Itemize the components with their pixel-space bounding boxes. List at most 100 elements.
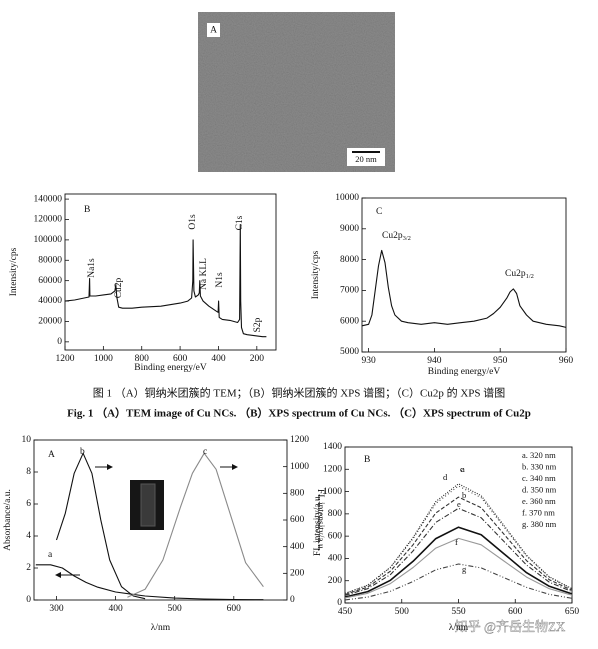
y2-axis-label: FL intensity/a.u. [315, 489, 325, 551]
annotation-text: Na1s [87, 258, 97, 278]
annotation: Na KLL [199, 258, 209, 290]
y-tick-label: 200 [328, 576, 343, 586]
panel-label: C [376, 207, 382, 217]
annotation-sub: 1/2 [526, 273, 534, 280]
x-tick-label: 1200 [56, 354, 75, 364]
curve-label: e [457, 499, 461, 509]
y-tick-label: 120000 [34, 215, 63, 225]
annotation-text: C1s [235, 215, 245, 230]
series-line [127, 452, 264, 598]
x-axis-label: Binding energy/eV [428, 367, 501, 377]
curve-label: c [203, 447, 207, 457]
curve-label: b [462, 490, 466, 500]
annotation-sub: 3/2 [403, 235, 411, 242]
chart: 300 400 500 600 0 2 4 6 8 10 0 200 400 600 800 1000 1200… [3, 435, 325, 633]
annotation: Na1s [87, 258, 97, 278]
x-tick-label: 1000 [94, 354, 113, 364]
legend-entry: e. 360 nm [522, 496, 556, 506]
curve-label: g [462, 564, 467, 574]
curve-label: a [461, 464, 465, 474]
panel-label: B [364, 455, 370, 465]
watermark: 知乎 @齐岳生物ZX [455, 619, 566, 634]
y-axis-label: Intensity/cps [9, 247, 19, 296]
y-tick-label: 8 [26, 467, 31, 477]
y-axis-label: Intensity/cps [311, 250, 321, 299]
annotation: N1s [215, 272, 225, 288]
x-tick-label: 650 [565, 607, 580, 617]
y-axis-label: FL intensity/a.u. [313, 494, 323, 556]
series-line [361, 249, 567, 328]
x-tick-label: 400 [108, 604, 123, 614]
y-tick-label: 800 [328, 509, 343, 519]
y-tick-label: 9000 [340, 224, 359, 234]
y2-tick-label: 1200 [290, 435, 309, 445]
y-tick-label: 5000 [340, 347, 359, 357]
chart: 450 500 550 600 650 0 200 400 600 800 1000 1200 1400… [313, 442, 579, 633]
tem-image: A 20 nm [198, 12, 395, 172]
panel-label: B [84, 205, 90, 215]
y2-tick-label: 600 [290, 515, 305, 525]
annotation-text: O1s [188, 214, 198, 230]
x-tick-label: 940 [427, 356, 442, 366]
legend-entry: b. 330 nm [522, 461, 557, 471]
y2-tick-label: 0 [290, 595, 295, 605]
y-tick-label: 1400 [323, 442, 342, 452]
annotation-text: S2p [253, 317, 263, 332]
y2-tick-label: 400 [290, 542, 305, 552]
caption-zh: 图 1 （A）铜纳米团簇的 TEM；（B）铜纳米团簇的 XPS 谱图；（C）Cu… [93, 386, 506, 400]
annotation-text: Cu2p [114, 277, 124, 298]
x-axis-label: λ/nm [151, 623, 171, 633]
curve-label: f [455, 537, 458, 547]
y-tick-label: 40000 [38, 296, 62, 306]
y-tick-label: 7000 [340, 286, 359, 296]
legend-entry: d. 350 nm [522, 484, 557, 494]
annotation-text: Cu2p [505, 269, 526, 279]
series-line [344, 485, 573, 595]
series-line [344, 526, 573, 598]
series-line [344, 507, 573, 596]
x-tick-label: 600 [173, 354, 188, 364]
y-tick-label: 6000 [340, 316, 359, 326]
y-tick-label: 2 [26, 563, 31, 573]
series-line [64, 224, 267, 338]
annotation: Cu2p1/2 [505, 269, 534, 280]
y-tick-label: 400 [328, 554, 343, 564]
x-tick-label: 550 [451, 607, 466, 617]
y-tick-label: 0 [337, 598, 342, 608]
x-tick-label: 600 [508, 607, 523, 617]
x-tick-label: 930 [361, 356, 376, 366]
series-line [344, 537, 573, 599]
y-tick-label: 20000 [38, 317, 62, 327]
curve-label: d [443, 472, 448, 482]
chart: 1200 1000 800 600 400 200 0 20000 40000 60000 8000… [9, 193, 277, 373]
legend-entry: a. 320 nm [522, 450, 556, 460]
x-tick-label: 500 [168, 604, 183, 614]
y-tick-label: 1000 [323, 487, 342, 497]
annotation: C1s [235, 215, 245, 230]
x-tick-label: 500 [395, 607, 410, 617]
y-tick-label: 140000 [34, 194, 63, 204]
scale-bar-label: 20 nm [355, 154, 377, 164]
chart: 930 940 950 960 5000 6000 7000 8000 9000 10000 Bin… [311, 193, 573, 377]
plot-frame [361, 197, 567, 353]
x-tick-label: 950 [493, 356, 508, 366]
y2-tick-label: 800 [290, 489, 305, 499]
x-tick-label: 600 [227, 604, 242, 614]
legend-entry: f. 370 nm [522, 507, 555, 517]
y-tick-label: 6 [26, 499, 31, 509]
y2-tick-label: 1000 [290, 462, 309, 472]
curve-label: a [48, 550, 53, 560]
x-tick-label: 450 [338, 607, 353, 617]
y-tick-label: 1200 [323, 464, 342, 474]
x-axis-label: λ/nm [449, 623, 469, 633]
tem-texture [198, 12, 395, 172]
y-tick-label: 10 [22, 435, 32, 445]
y-tick-label: 0 [57, 337, 62, 347]
y2-tick-label: 200 [290, 569, 305, 579]
inset-vial [140, 483, 156, 527]
y-tick-label: 100000 [34, 235, 63, 245]
x-tick-label: 300 [49, 604, 64, 614]
series-line [344, 563, 573, 601]
x-tick-label: 200 [250, 354, 265, 364]
